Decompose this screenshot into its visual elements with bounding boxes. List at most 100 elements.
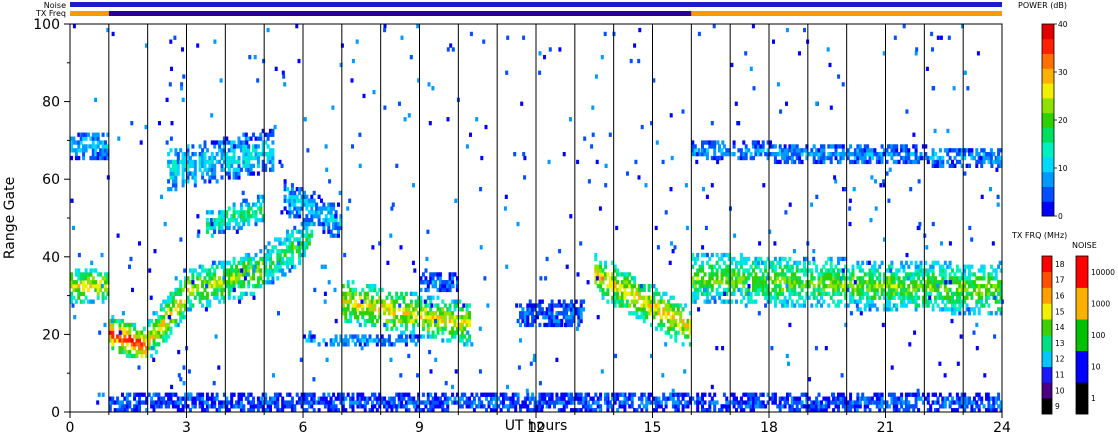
heatmap-cell-3478 — [133, 404, 137, 409]
heatmap-cell-1478 — [773, 291, 777, 296]
heatmap-cell-4748 — [986, 392, 990, 397]
heatmap-cell-4540 — [968, 396, 971, 401]
heatmap-cell-4842 — [428, 121, 432, 126]
heatmap-cell-1506 — [781, 276, 785, 281]
heatmap-cell-2394 — [210, 167, 214, 172]
heatmap-cell-2838 — [829, 155, 833, 161]
heatmap-cell-1649 — [829, 284, 833, 289]
heatmap-cell-4622 — [390, 206, 394, 211]
heatmap-cell-3004 — [958, 159, 962, 165]
heatmap-cell-309 — [193, 284, 197, 289]
heatmap-cell-3626 — [249, 408, 253, 413]
heatmap-cell-2098 — [963, 276, 967, 281]
heatmap-cell-3966 — [514, 408, 518, 413]
heatmap-cell-4973 — [936, 284, 940, 289]
heatmap-cell-1204 — [681, 322, 685, 328]
heatmap-cell-1164 — [667, 311, 671, 316]
heatmap-cell-4895 — [324, 144, 328, 149]
heatmap-cell-47 — [89, 284, 93, 289]
heatmap-cell-4565 — [989, 404, 993, 409]
heatmap-cell-1741 — [858, 287, 862, 293]
heatmap-cell-4260 — [747, 396, 751, 401]
heatmap-cell-4447 — [892, 408, 896, 413]
heatmap-cell-3183 — [337, 233, 340, 238]
heatmap-cell-112 — [118, 318, 122, 324]
heatmap-cell-478 — [254, 260, 258, 265]
heatmap-cell-2767 — [778, 148, 782, 153]
heatmap-cell-1570 — [800, 295, 804, 300]
heatmap-cell-2031 — [943, 268, 947, 273]
heatmap-cell-1042 — [620, 272, 624, 277]
heatmap-cell-1645 — [827, 272, 831, 277]
heatmap-cell-2341 — [186, 148, 190, 153]
heatmap-cell-3606 — [232, 404, 236, 409]
heatmap-cell-3536 — [179, 408, 183, 413]
heatmap-cell-1641 — [827, 303, 831, 308]
heatmap-cell-2732 — [752, 155, 755, 161]
heatmap-cell-4544 — [972, 408, 976, 413]
heatmap-cell-2194 — [997, 287, 1001, 293]
heatmap-cell-3406 — [361, 338, 365, 343]
heatmap-cell-2557 — [269, 128, 272, 134]
heatmap-cell-2106 — [965, 287, 969, 293]
heatmap-cell-1944 — [919, 280, 923, 285]
heatmap-cell-424 — [235, 268, 238, 273]
heatmap-cell-3197 — [424, 287, 428, 293]
heatmap-cell-4502 — [936, 400, 940, 405]
heatmap-cell-3646 — [264, 400, 268, 405]
heatmap-cell-1962 — [924, 284, 928, 289]
heatmap-cell-4505 — [938, 392, 942, 397]
heatmap-cell-1977 — [929, 287, 933, 293]
heatmap-cell-1069 — [630, 276, 634, 281]
heatmap-cell-441 — [242, 291, 246, 296]
heatmap-cell-470 — [252, 276, 255, 281]
heatmap-cell-509 — [266, 249, 270, 254]
heatmap-cell-3434 — [397, 334, 401, 339]
heatmap-cell-3707 — [310, 400, 314, 405]
heatmap-cell-4443 — [887, 392, 891, 397]
heatmap-cell-2202 — [999, 291, 1003, 296]
heatmap-cell-3396 — [346, 338, 350, 343]
heatmap-cell-4454 — [895, 400, 899, 405]
heatmap-cell-4145 — [647, 392, 651, 397]
heatmap-cell-554 — [283, 249, 287, 254]
heatmap-cell-548 — [281, 256, 285, 262]
heatmap-cell-3230 — [448, 287, 452, 293]
heatmap-cell-680 — [361, 315, 365, 320]
heatmap-cell-3884 — [446, 408, 450, 413]
heatmap-cell-1527 — [788, 295, 792, 300]
heatmap-cell-2084 — [958, 268, 962, 273]
heatmap-cell-1933 — [914, 264, 918, 269]
heatmap-cell-792 — [404, 303, 408, 308]
heatmap-cell-2221 — [77, 144, 81, 149]
heatmap-cell-115 — [121, 342, 124, 347]
heatmap-cell-384 — [222, 287, 226, 293]
heatmap-cell-159 — [138, 342, 141, 347]
heatmap-cell-1671 — [834, 272, 838, 277]
heatmap-cell-1438 — [761, 291, 765, 296]
heatmap-cell-1947 — [919, 264, 923, 269]
heatmap-cell-3490 — [140, 400, 144, 405]
heatmap-cell-4972 — [169, 136, 173, 141]
heatmap-cell-1702 — [844, 276, 848, 281]
heatmap-cell-3238 — [453, 272, 457, 277]
heatmap-cell-2525 — [256, 155, 260, 161]
heatmap-cell-3701 — [305, 396, 309, 401]
heatmap-cell-3337 — [567, 322, 571, 328]
heatmap-cell-2866 — [853, 159, 857, 165]
heatmap-cell-512 — [269, 268, 272, 273]
heatmap-cell-3161 — [327, 206, 331, 211]
heatmap-cell-4879 — [785, 284, 789, 289]
heatmap-cell-4767 — [867, 260, 871, 265]
heatmap-cell-984 — [599, 260, 603, 265]
heatmap-cell-3028 — [977, 155, 981, 161]
heatmap-cell-2495 — [244, 132, 248, 137]
heatmap-cell-1836 — [887, 295, 891, 300]
heatmap-cell-846 — [426, 318, 430, 324]
heatmap-cell-224 — [162, 315, 166, 320]
heatmap-cell-1794 — [873, 280, 877, 285]
heatmap-cell-2791 — [793, 148, 797, 153]
heatmap-cell-2244 — [91, 152, 95, 157]
heatmap-cell-1312 — [720, 276, 724, 281]
heatmap-cell-2808 — [805, 144, 809, 149]
